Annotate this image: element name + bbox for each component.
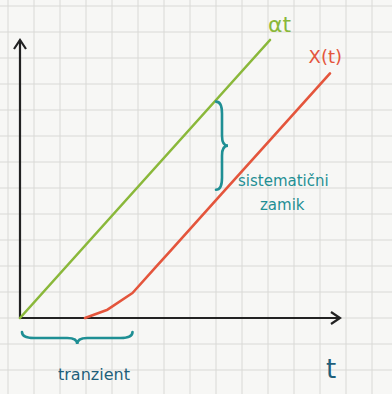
paper-line xyxy=(138,0,139,394)
paper-line xyxy=(0,266,392,267)
x-axis-arrow xyxy=(331,312,340,324)
paper-line xyxy=(0,292,392,293)
paper-line xyxy=(346,0,347,394)
annotation: tranzient xyxy=(58,365,130,384)
paper-line xyxy=(8,0,9,394)
paper-line xyxy=(0,136,392,137)
offset-brace xyxy=(216,102,228,190)
series-line xyxy=(20,40,270,318)
paper-line xyxy=(164,0,165,394)
paper-line xyxy=(0,6,392,7)
y-axis-arrow xyxy=(14,40,26,49)
series-line xyxy=(85,73,330,318)
paper-line xyxy=(0,188,392,189)
paper-line xyxy=(0,240,392,241)
x-axis-title: t xyxy=(326,354,336,384)
paper-line xyxy=(190,0,191,394)
paper-line xyxy=(34,0,35,394)
graph-paper xyxy=(0,0,392,394)
paper-line xyxy=(0,162,392,163)
paper-line xyxy=(0,110,392,111)
paper-line xyxy=(0,318,392,319)
x-axis xyxy=(20,317,340,319)
paper-line xyxy=(0,84,392,85)
paper-line xyxy=(0,32,392,33)
annotation: sistematični zamik xyxy=(238,172,329,214)
paper-line xyxy=(60,0,61,394)
paper-line xyxy=(86,0,87,394)
paper-line xyxy=(0,214,392,215)
y-axis xyxy=(19,40,21,318)
paper-line xyxy=(242,0,243,394)
annotation-line: zamik xyxy=(260,196,305,214)
paper-line xyxy=(216,0,217,394)
annotation-line: sistematični xyxy=(238,172,329,190)
transient-brace xyxy=(22,332,133,344)
series-label: X(t) xyxy=(309,46,342,67)
paper-line xyxy=(112,0,113,394)
paper-line xyxy=(372,0,373,394)
series-label: αt xyxy=(268,12,292,37)
paper-line xyxy=(0,344,392,345)
